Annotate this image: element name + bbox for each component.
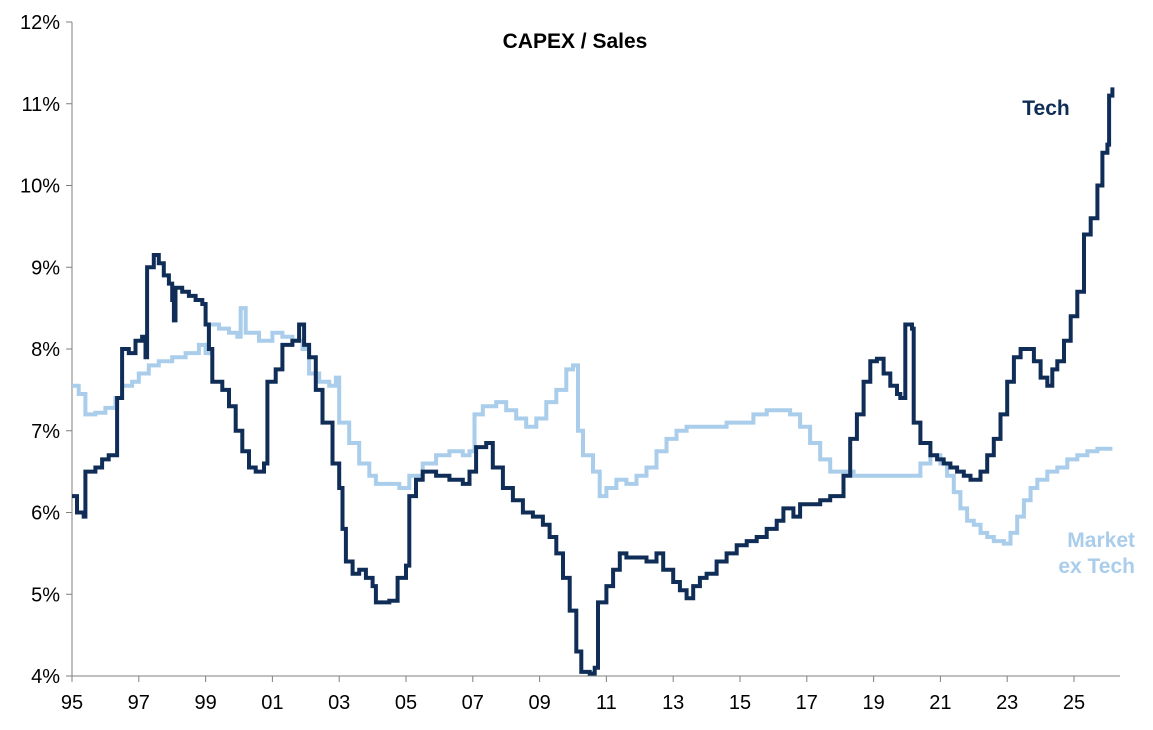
x-tick-label: 21 — [929, 692, 951, 714]
y-tick-label: 10% — [20, 176, 60, 198]
x-tick-label: 19 — [862, 692, 884, 714]
y-tick-label: 4% — [31, 666, 60, 688]
x-tick-label: 17 — [796, 692, 818, 714]
axes: 4% 5% 6% 7% 8% 9% 10% 11% 12% 95 97 99 01 03 05 07 09 11 1… — [20, 12, 1120, 714]
x-tick-label: 09 — [528, 692, 550, 714]
tech-series-line — [72, 87, 1115, 676]
series-labels: Tech Market ex Tech — [1022, 97, 1135, 578]
y-tick-label: 5% — [31, 584, 60, 606]
x-tick-label: 23 — [996, 692, 1018, 714]
y-tick-label: 8% — [31, 339, 60, 361]
x-tick-label: 01 — [261, 692, 283, 714]
x-tick-label: 25 — [1063, 692, 1085, 714]
x-tick-label: 07 — [462, 692, 484, 714]
market-ex-tech-series-label: Market — [1067, 529, 1135, 552]
y-tick-label: 7% — [31, 421, 60, 443]
x-tick-label: 97 — [128, 692, 150, 714]
market-ex-tech-series-line — [72, 306, 1113, 546]
x-tick-label: 15 — [729, 692, 751, 714]
x-tick-label: 95 — [61, 692, 83, 714]
y-tick-label: 11% — [21, 94, 60, 116]
x-tick-label: 03 — [328, 692, 350, 714]
market-ex-tech-series-label: ex Tech — [1058, 555, 1135, 578]
x-tick-label: 99 — [194, 692, 216, 714]
x-tick-label: 05 — [395, 692, 417, 714]
x-tick-label: 11 — [596, 692, 617, 714]
chart-title: CAPEX / Sales — [503, 30, 648, 53]
y-tick-label: 12% — [20, 12, 60, 34]
y-tick-label: 6% — [31, 503, 60, 525]
x-tick-label: 13 — [662, 692, 684, 714]
y-tick-label: 9% — [31, 257, 60, 279]
tech-series-label: Tech — [1022, 97, 1069, 120]
series-lines — [72, 87, 1115, 676]
